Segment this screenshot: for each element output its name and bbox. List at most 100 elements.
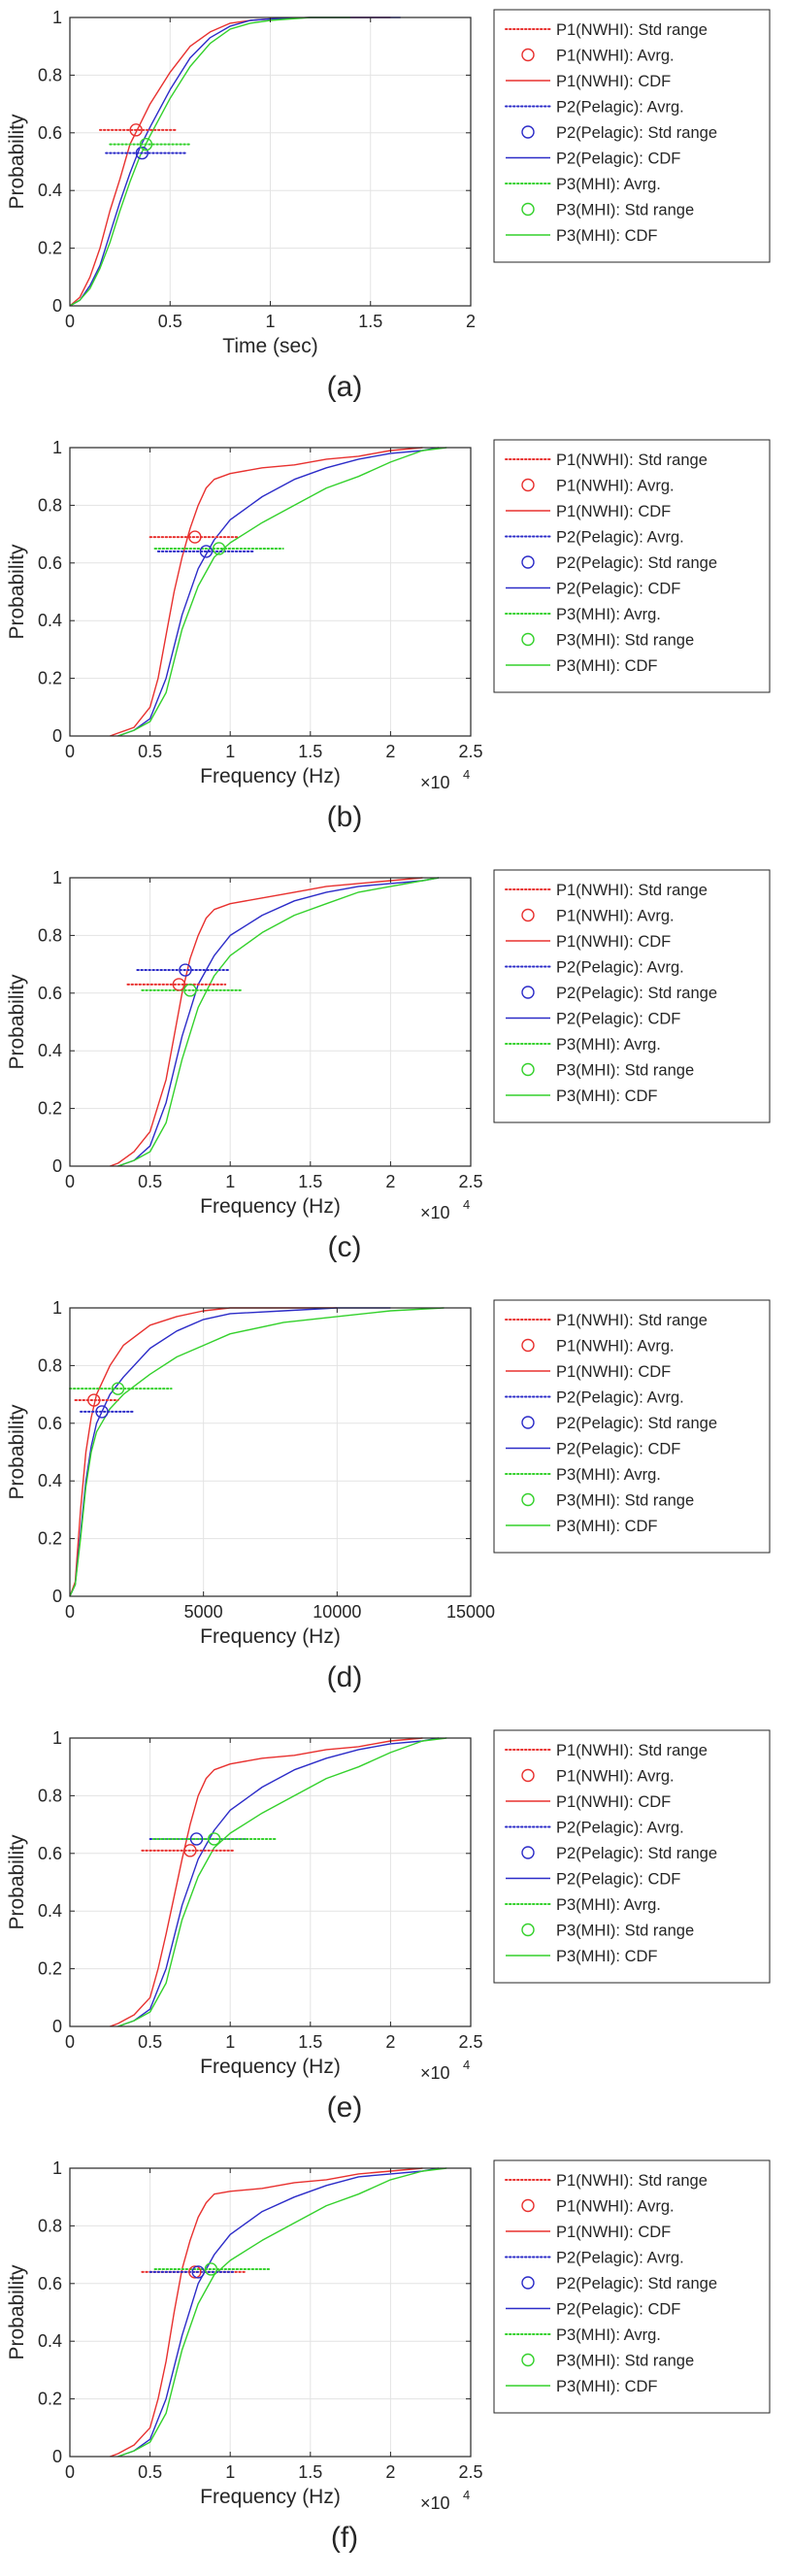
panel-label: (f) [331, 2522, 358, 2554]
legend-swatch-circle [521, 1492, 535, 1507]
chart-panel-3: 0 5000 10000 15000 0 0.2 0.4 0.6 0.8 1 Frequency (… [6, 1298, 771, 1693]
legend-swatch-circle [521, 2276, 535, 2290]
legend: P1(NWHI): Std range P1(NWHI): Avrg. P1(NWH… [493, 439, 771, 693]
y-axis-label: Probability [6, 1834, 28, 1930]
legend-entry: P2(Pelagic): Std range [556, 2275, 717, 2292]
x-exponent-multiplier: ×10 4 [420, 767, 470, 792]
y-axis-label: Probability [6, 544, 28, 640]
x-tick-label: 1 [225, 742, 235, 761]
y-tick-label: 1 [52, 2158, 62, 2178]
cdf-line-1 [110, 2167, 423, 2458]
legend-entry: P3(MHI): Avrg. [556, 1896, 661, 1914]
legend-entry: P3(MHI): Std range [556, 1923, 694, 1940]
cdf-line-3 [117, 877, 440, 1167]
legend-swatch-circle [521, 1923, 535, 1937]
y-tick-label: 0.4 [38, 2331, 62, 2351]
avg-marker-3 [139, 137, 153, 151]
y-tick-label: 0.2 [38, 669, 62, 688]
legend-entry: P3(MHI): Std range [556, 632, 694, 650]
x-tick-label: 0.5 [158, 312, 182, 331]
legend-entry: P3(MHI): Avrg. [556, 176, 661, 193]
avg-marker-1 [188, 2265, 202, 2279]
x-tick-label: 2 [385, 1172, 395, 1191]
legend-entry: P2(Pelagic): CDF [556, 581, 680, 598]
chart-panel-0: 0 0.5 1 1.5 2 0 0.2 0.4 0.6 0.8 1 Time (sec) Probabi… [6, 8, 771, 403]
panel-label: (a) [327, 371, 363, 403]
times-ten-text: ×10 [420, 2063, 450, 2083]
x-tick-label: 1.5 [358, 312, 382, 331]
legend-box [493, 439, 771, 693]
legend-box [493, 1729, 771, 1984]
x-tick-label: 2.5 [458, 2032, 482, 2052]
legend-swatch-circle [521, 555, 535, 569]
x-tick-label: 0 [65, 2462, 75, 2482]
cdf-line-3 [117, 447, 447, 737]
legend-swatch-circle [521, 2353, 535, 2367]
x-exponent: 4 [463, 2488, 470, 2502]
legend-entry: P1(NWHI): Avrg. [556, 478, 675, 495]
plot-area [70, 1308, 471, 1596]
legend-swatch-circle [521, 1416, 535, 1429]
legend-entry: P3(MHI): CDF [556, 657, 658, 675]
avg-marker-1 [188, 530, 202, 544]
legend-entry: P3(MHI): CDF [556, 227, 658, 245]
x-exponent: 4 [463, 767, 470, 782]
y-tick-label: 0.8 [38, 65, 62, 84]
panel-label: (e) [327, 2091, 363, 2124]
plot-area [70, 878, 471, 1166]
y-tick-label: 0.4 [38, 611, 62, 630]
x-exponent-multiplier: ×10 4 [420, 1197, 470, 1222]
legend: P1(NWHI): Std range P1(NWHI): Avrg. P1(NWH… [493, 9, 771, 263]
legend-swatch-circle [521, 478, 535, 492]
legend-entry: P1(NWHI): Avrg. [556, 1338, 675, 1355]
legend-entry: P3(MHI): Std range [556, 1492, 694, 1510]
avg-marker-2 [179, 963, 192, 977]
legend-entry: P2(Pelagic): Std range [556, 124, 717, 142]
y-tick-label: 0.6 [38, 1414, 62, 1433]
avg-marker-3 [204, 2262, 218, 2276]
x-tick-label: 5000 [184, 1602, 223, 1622]
y-tick-label: 1 [52, 868, 62, 887]
legend-entry: P3(MHI): Std range [556, 202, 694, 219]
legend-entry: P2(Pelagic): CDF [556, 1441, 680, 1458]
y-tick-label: 0 [52, 726, 62, 746]
x-tick-label: 0.5 [138, 2462, 162, 2482]
x-tick-label: 0 [65, 742, 75, 761]
x-axis-label: Frequency (Hz) [200, 2486, 341, 2508]
legend: P1(NWHI): Std range P1(NWHI): Avrg. P1(NWH… [493, 869, 771, 1123]
legend-entry: P3(MHI): Avrg. [556, 2326, 661, 2344]
legend-entry: P1(NWHI): CDF [556, 73, 671, 90]
legend-entry: P2(Pelagic): Avrg. [556, 1389, 684, 1407]
x-axis-label: Frequency (Hz) [200, 765, 341, 787]
cdf-line-3 [117, 1737, 447, 2027]
times-ten-text: ×10 [420, 773, 450, 792]
cdf-line-2 [117, 447, 440, 737]
axes-box [69, 447, 472, 737]
legend-entry: P2(Pelagic): Std range [556, 554, 717, 572]
cdf-line-2 [117, 2167, 440, 2458]
x-tick-label: 0.5 [138, 742, 162, 761]
plot-area [70, 2168, 471, 2457]
panel-label: (c) [328, 1231, 362, 1263]
x-axis-label: Frequency (Hz) [200, 1625, 341, 1648]
x-tick-label: 2 [385, 2462, 395, 2482]
y-tick-label: 0.2 [38, 239, 62, 258]
y-tick-label: 0.6 [38, 984, 62, 1003]
legend-swatch-circle [521, 202, 535, 217]
legend-entry: P3(MHI): CDF [556, 1087, 658, 1105]
x-axis-label: Frequency (Hz) [200, 2056, 341, 2078]
legend-entry: P1(NWHI): Std range [556, 1742, 708, 1759]
y-tick-label: 0.6 [38, 1844, 62, 1863]
legend-entry: P2(Pelagic): Avrg. [556, 2250, 684, 2267]
x-tick-label: 2.5 [458, 1172, 482, 1191]
legend-entry: P3(MHI): Avrg. [556, 606, 661, 623]
legend-entry: P2(Pelagic): Std range [556, 1845, 717, 1862]
cdf-line-2 [69, 17, 401, 307]
chart-panel-5: 0 0.5 1 1.5 2 2.5 0 0.2 0.4 0.6 0.8 1 Frequency (Hz)… [6, 2158, 771, 2554]
legend-swatch-circle [521, 986, 535, 999]
avg-marker-3 [111, 1382, 125, 1395]
avg-marker-2 [199, 545, 214, 558]
times-ten-text: ×10 [420, 2493, 450, 2513]
legend-swatch-circle [521, 125, 535, 139]
legend-entry: P2(Pelagic): CDF [556, 1871, 680, 1889]
